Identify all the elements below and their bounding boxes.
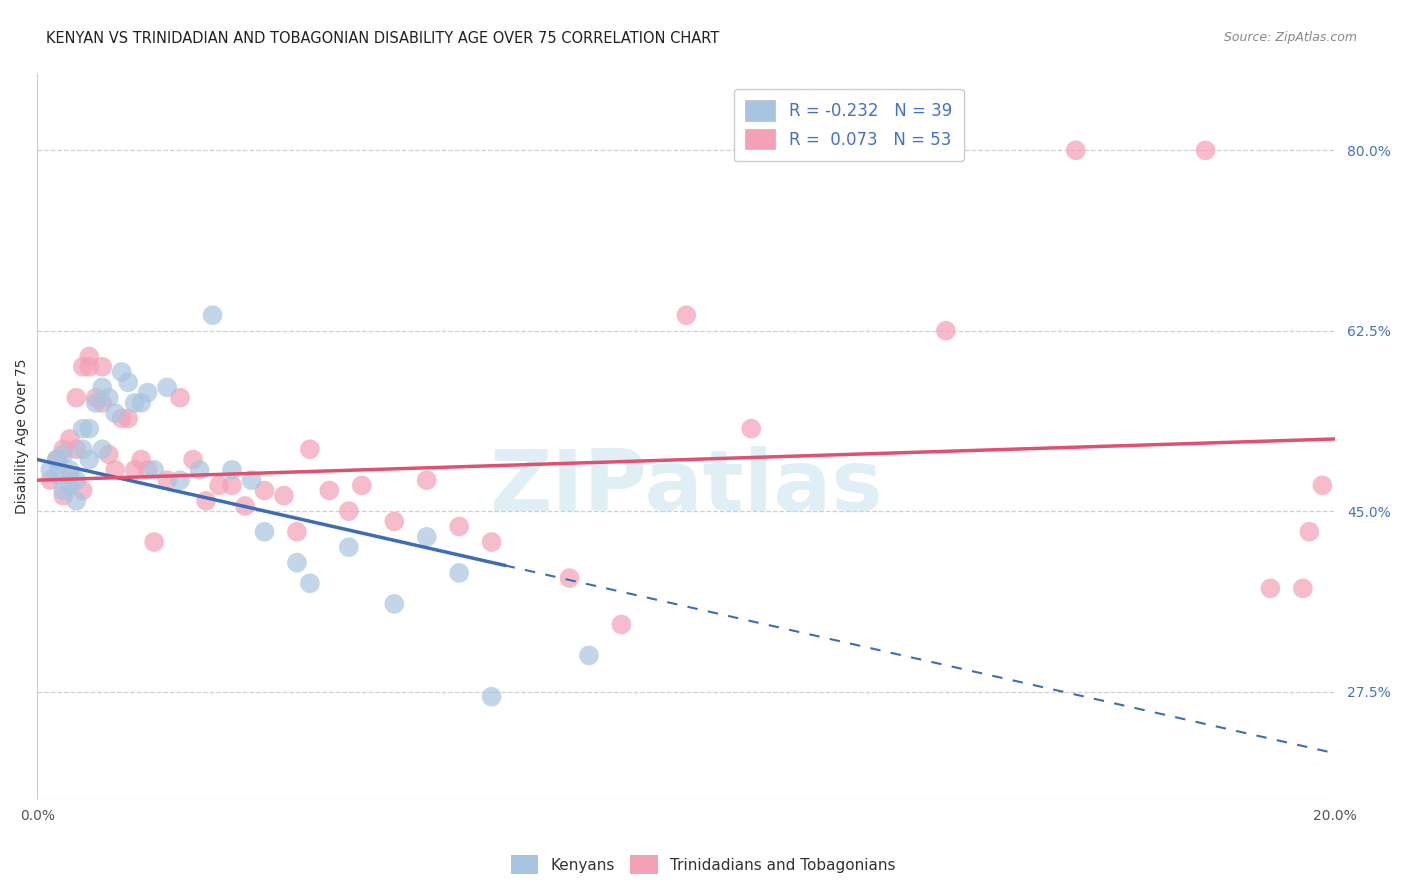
Point [129,396,152,410]
Point [136,463,159,477]
Point [91,380,114,394]
Point [273,489,295,503]
Point [337,540,360,554]
Point [253,524,276,539]
Point [1292,582,1315,596]
Point [804,143,827,157]
Point [65,391,87,405]
Point [65,493,87,508]
Point [416,473,439,487]
Point [156,380,179,394]
Point [91,442,114,457]
Legend: Kenyans, Trinidadians and Tobagonians: Kenyans, Trinidadians and Tobagonians [505,849,901,880]
Point [129,452,152,467]
Point [201,308,224,322]
Point [350,478,373,492]
Point [382,597,405,611]
Point [77,350,100,364]
Point [124,463,146,477]
Point [39,463,62,477]
Point [104,463,127,477]
Point [111,411,134,425]
Point [610,617,633,632]
Point [72,422,94,436]
Point [208,478,231,492]
Point [143,535,166,549]
Point [1194,143,1216,157]
Point [382,515,405,529]
Point [117,411,139,425]
Text: Source: ZipAtlas.com: Source: ZipAtlas.com [1223,31,1357,45]
Point [558,571,581,585]
Point [740,422,762,436]
Point [935,324,957,338]
Point [195,493,218,508]
Point [136,385,159,400]
Point [91,396,114,410]
Point [1260,582,1282,596]
Point [77,452,100,467]
Point [52,489,75,503]
Legend: R = -0.232   N = 39, R =  0.073   N = 53: R = -0.232 N = 39, R = 0.073 N = 53 [734,88,963,161]
Point [84,391,107,405]
Point [45,452,67,467]
Point [481,535,503,549]
Point [285,524,308,539]
Point [77,422,100,436]
Point [84,396,107,410]
Point [298,442,321,457]
Point [72,359,94,374]
Point [1310,478,1333,492]
Text: KENYAN VS TRINIDADIAN AND TOBAGONIAN DISABILITY AGE OVER 75 CORRELATION CHART: KENYAN VS TRINIDADIAN AND TOBAGONIAN DIS… [46,31,720,46]
Point [77,359,100,374]
Point [59,468,82,483]
Point [156,473,179,487]
Point [675,308,697,322]
Point [65,442,87,457]
Point [449,566,471,580]
Point [59,463,82,477]
Point [578,648,600,663]
Point [52,483,75,498]
Point [45,452,67,467]
Point [59,478,82,492]
Point [481,690,503,704]
Point [169,391,191,405]
Point [52,447,75,461]
Point [233,499,256,513]
Y-axis label: Disability Age Over 75: Disability Age Over 75 [15,359,30,514]
Text: ZIPatlas: ZIPatlas [489,446,883,529]
Point [188,463,211,477]
Point [240,473,263,487]
Point [285,556,308,570]
Point [124,396,146,410]
Point [1064,143,1087,157]
Point [117,376,139,390]
Point [143,463,166,477]
Point [59,432,82,446]
Point [111,365,134,379]
Point [72,483,94,498]
Point [449,519,471,533]
Point [181,452,204,467]
Point [72,442,94,457]
Point [104,406,127,420]
Point [91,359,114,374]
Point [169,473,191,487]
Point [337,504,360,518]
Point [221,463,243,477]
Point [253,483,276,498]
Point [416,530,439,544]
Point [1298,524,1320,539]
Point [221,478,243,492]
Point [45,468,67,483]
Point [97,391,120,405]
Point [298,576,321,591]
Point [65,473,87,487]
Point [97,447,120,461]
Point [318,483,340,498]
Point [39,473,62,487]
Point [52,442,75,457]
